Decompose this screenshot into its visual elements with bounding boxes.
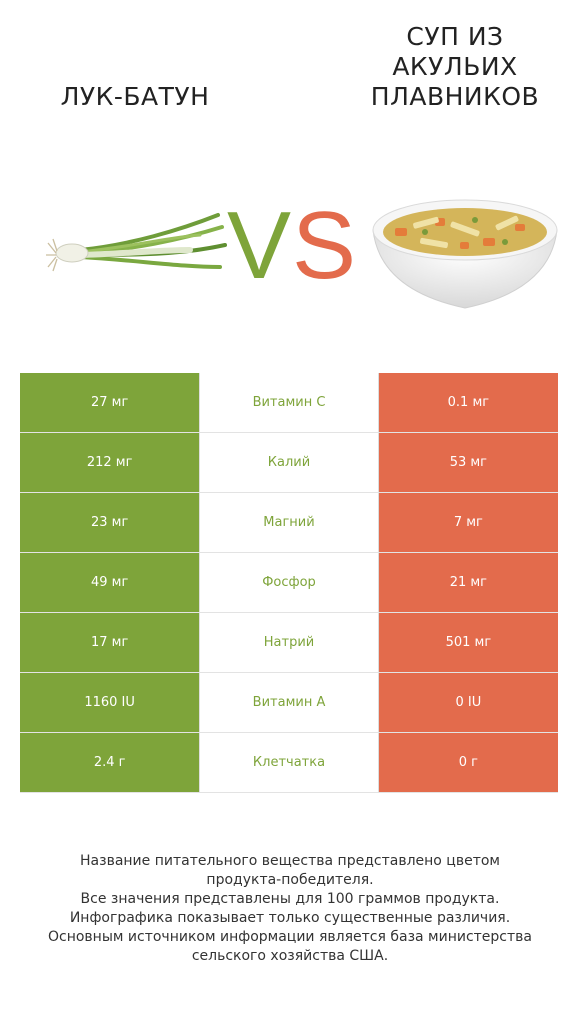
nutrient-name-cell: Витамин A bbox=[199, 672, 379, 733]
left-product-title: ЛУК-БАТУН bbox=[60, 82, 210, 111]
nutrient-name-cell: Витамин C bbox=[199, 373, 379, 433]
table-row: 17 мг Натрий 501 мг bbox=[20, 612, 558, 673]
right-title-line: СУП ИЗ bbox=[406, 22, 504, 51]
footnote-line: Основным источником информации является … bbox=[48, 929, 532, 945]
left-value-cell: 17 мг bbox=[20, 612, 200, 673]
footnote-line: Все значения представлены для 100 граммо… bbox=[80, 891, 500, 907]
right-value-cell: 7 мг bbox=[378, 492, 558, 553]
footnote-line: Название питательного вещества представл… bbox=[80, 853, 500, 869]
left-value-cell: 1160 IU bbox=[20, 672, 200, 733]
right-value-cell: 53 мг bbox=[378, 432, 558, 493]
left-value-cell: 212 мг bbox=[20, 432, 200, 493]
left-value-cell: 49 мг bbox=[20, 552, 200, 613]
left-value-cell: 2.4 г bbox=[20, 732, 200, 793]
right-title-line: ПЛАВНИКОВ bbox=[370, 82, 540, 111]
table-row: 27 мг Витамин C 0.1 мг bbox=[20, 373, 558, 433]
footnote-line: сельского хозяйства США. bbox=[191, 948, 389, 964]
right-value-cell: 0.1 мг bbox=[378, 373, 558, 433]
right-value-cell: 0 г bbox=[378, 732, 558, 793]
footnote-line: Инфографика показывает только существенн… bbox=[69, 910, 511, 926]
nutrient-name-cell: Калий bbox=[199, 432, 379, 493]
nutrient-comparison-table: 27 мг Витамин C 0.1 мг 212 мг Калий 53 мг 23 м… bbox=[20, 373, 558, 793]
left-value-cell: 27 мг bbox=[20, 373, 200, 433]
right-value-cell: 0 IU bbox=[378, 672, 558, 733]
green-onion-image bbox=[46, 213, 227, 272]
nutrient-name-cell: Магний bbox=[199, 492, 379, 553]
table-row: 212 мг Калий 53 мг bbox=[20, 432, 558, 493]
table-row: 2.4 г Клетчатка 0 г bbox=[20, 732, 558, 793]
nutrient-name-cell: Натрий bbox=[199, 612, 379, 673]
right-value-cell: 21 мг bbox=[378, 552, 558, 613]
right-value-cell: 501 мг bbox=[378, 612, 558, 673]
footnote-line: продукта-победителя. bbox=[206, 872, 374, 888]
vs-label: V S bbox=[227, 192, 352, 290]
left-value-cell: 23 мг bbox=[20, 492, 200, 553]
nutrient-name-cell: Фосфор bbox=[199, 552, 379, 613]
shark-fin-soup-image bbox=[372, 199, 558, 309]
right-title-line: АКУЛЬИХ bbox=[392, 52, 518, 81]
right-product-title: СУП ИЗ АКУЛЬИХ ПЛАВНИКОВ bbox=[350, 22, 560, 112]
footnote: Название питательного вещества представл… bbox=[20, 852, 560, 966]
vs-v: V bbox=[227, 192, 291, 290]
nutrient-name-cell: Клетчатка bbox=[199, 732, 379, 793]
table-row: 49 мг Фосфор 21 мг bbox=[20, 552, 558, 613]
table-row: 23 мг Магний 7 мг bbox=[20, 492, 558, 553]
vs-s: S bbox=[292, 192, 352, 290]
